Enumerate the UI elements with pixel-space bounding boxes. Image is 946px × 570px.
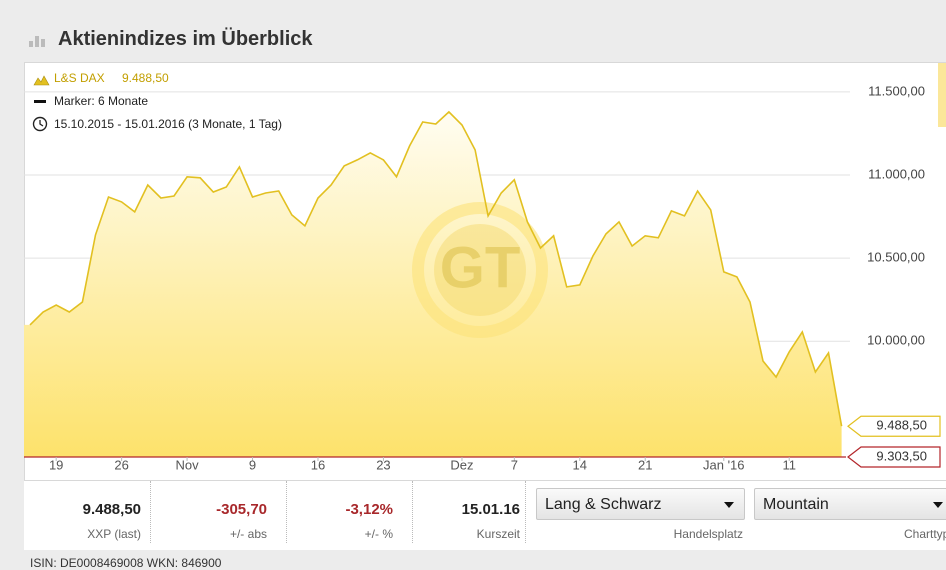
x-tick-label: 26 <box>114 457 128 472</box>
quote-bar: 9.488,50 XXP (last) -305,70 +/- abs -3,1… <box>24 481 946 550</box>
separator <box>150 481 151 543</box>
page-title: Aktienindizes im Überblick <box>58 28 313 51</box>
legend-value: 9.488,50 <box>122 71 169 85</box>
y-tick-label: 11.000,00 <box>868 166 925 181</box>
footer-ids: ISIN: DE0008469008 WKN: 846900 <box>30 556 221 570</box>
select-value: Mountain <box>763 496 829 513</box>
quote-value: -3,12% <box>345 501 393 518</box>
x-tick-label: 9 <box>249 457 256 472</box>
x-tick-label: 11 <box>782 457 796 472</box>
quote-value: 15.01.16 <box>462 501 520 518</box>
y-tick-label: 11.500,00 <box>868 83 925 98</box>
title-icon <box>28 30 50 48</box>
current-tag-label: 9.488,50 <box>876 418 927 433</box>
x-tick-label: Jan '16 <box>703 457 745 472</box>
quote-label: XXP (last) <box>87 527 141 541</box>
select-venue[interactable]: Lang & Schwarz <box>536 488 745 520</box>
separator <box>525 481 526 543</box>
select-charttype[interactable]: Mountain <box>754 488 946 520</box>
select-label: Charttyp <box>904 527 946 541</box>
legend-series: L&S DAX <box>54 71 105 85</box>
scroll-strip <box>938 63 946 127</box>
separator <box>412 481 413 543</box>
marker-tag-label: 9.303,50 <box>876 448 927 463</box>
x-tick-label: Dez <box>450 457 473 472</box>
select-value: Lang & Schwarz <box>545 496 662 513</box>
chart: 10.000,00 10.500,00 11.000,00 11.500,00 GT 9.… <box>0 0 946 482</box>
y-tick-label: 10.500,00 <box>867 250 925 265</box>
x-tick-label: 16 <box>311 457 325 472</box>
separator <box>286 481 287 543</box>
quote-value: -305,70 <box>216 501 267 518</box>
x-tick-label: Nov <box>176 457 200 472</box>
watermark-text: GT <box>440 235 521 300</box>
quote-label: Kurszeit <box>477 527 520 541</box>
legend-marker: Marker: 6 Monate <box>54 94 148 108</box>
x-tick-label: 21 <box>638 457 652 472</box>
legend-range: 15.10.2015 - 15.01.2016 (3 Monate, 1 Tag… <box>54 117 282 131</box>
quote-label: +/- % <box>365 527 393 541</box>
x-tick-label: 19 <box>49 457 63 472</box>
x-tick-label: 14 <box>573 457 587 472</box>
select-label: Handelsplatz <box>674 527 743 541</box>
quote-label: +/- abs <box>230 527 267 541</box>
legend-marker-icon <box>34 100 46 103</box>
quote-value: 9.488,50 <box>83 501 141 518</box>
y-tick-label: 10.000,00 <box>867 333 925 348</box>
x-tick-label: 23 <box>376 457 390 472</box>
x-tick-label: 7 <box>511 457 518 472</box>
